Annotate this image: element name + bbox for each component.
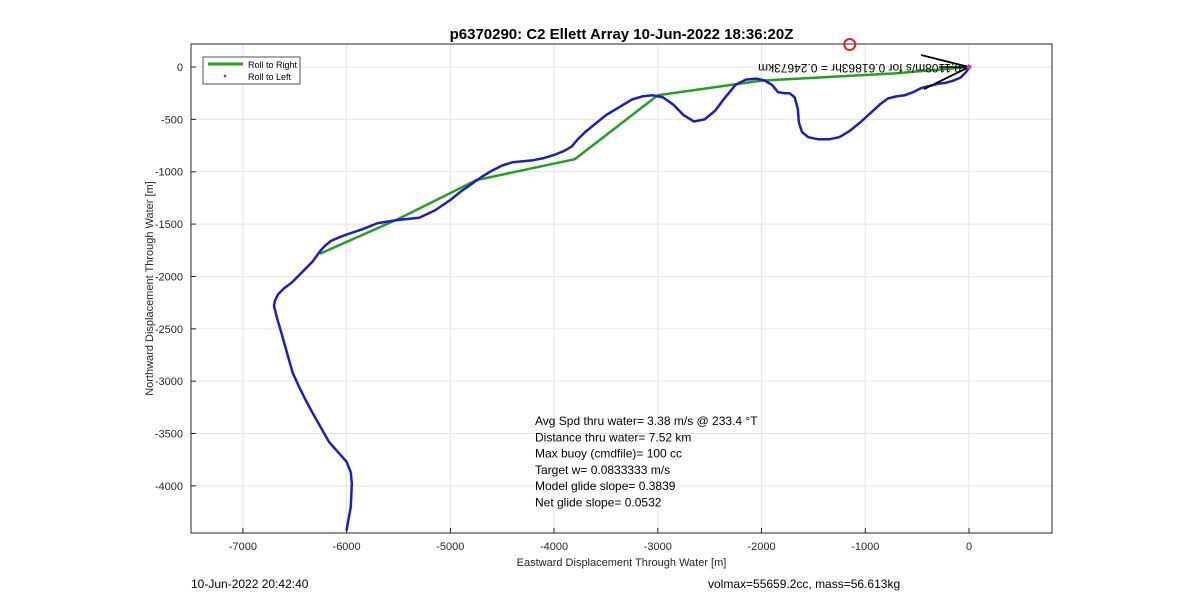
arrow-label: 0.1108m/s for 0.61863hr = 0.24673km (758, 61, 961, 75)
x-tick-label: -2000 (747, 541, 775, 553)
arrow-upper-barb (920, 54, 970, 68)
glider-track-line (272, 65, 971, 532)
y-tick-label: -1500 (155, 219, 183, 231)
x-tick-label: -5000 (436, 541, 464, 553)
roll-right-series-line (319, 65, 971, 255)
y-tick-label: -2000 (155, 271, 183, 283)
current-position-marker (966, 64, 972, 70)
x-tick-label: -1000 (851, 541, 879, 553)
annotation-line: Model glide slope= 0.3839 (535, 479, 676, 493)
y-tick-label: -500 (161, 114, 183, 126)
y-tick-label: -1000 (155, 167, 183, 179)
annotation-line: Distance thru water= 7.52 km (535, 430, 691, 444)
x-tick-label: -3000 (644, 541, 672, 553)
footer-timestamp: 10-Jun-2022 20:42:40 (191, 577, 309, 591)
annotation-line: Avg Spd thru water= 3.38 m/s @ 233.4 °T (535, 414, 758, 428)
y-tick-label: 0 (177, 62, 183, 74)
x-tick-label: 0 (966, 541, 972, 553)
x-axis-label: Eastward Displacement Through Water [m] (517, 557, 727, 569)
axes-box (190, 43, 1053, 534)
x-tick-label: -4000 (540, 541, 568, 553)
arrow-lower-barb (923, 66, 970, 90)
legend-roll-left-swatch (223, 74, 227, 78)
y-tick-label: -4000 (155, 481, 183, 493)
legend-box (202, 56, 301, 85)
legend-roll-right-label: Roll to Right (248, 60, 298, 70)
y-tick-label: -3000 (155, 376, 183, 388)
footer-vehicle-info: volmax=55659.2cc, mass=56.613kg (708, 577, 901, 591)
y-axis-label: Northward Displacement Through Water [m] (144, 181, 156, 396)
chart-title: p6370290: C2 Ellett Array 10-Jun-2022 18… (450, 26, 794, 43)
x-tick-label: -6000 (333, 541, 361, 553)
legend-roll-left-label: Roll to Left (248, 72, 292, 82)
plot-area: -7000 -6000 -5000 -4000 -3000 -2000 -1000 0 0 -50… (144, 26, 1053, 569)
annotation-line: Target w= 0.0833333 m/s (535, 463, 670, 477)
annotation-line: Max buoy (cmdfile)= 100 cc (535, 447, 682, 461)
start-marker-circle (843, 38, 857, 52)
annotation-line: Net glide slope= 0.0532 (535, 496, 662, 510)
x-tick-label: -7000 (229, 541, 257, 553)
y-tick-label: -3500 (155, 429, 183, 441)
y-tick-label: -2500 (155, 324, 183, 336)
